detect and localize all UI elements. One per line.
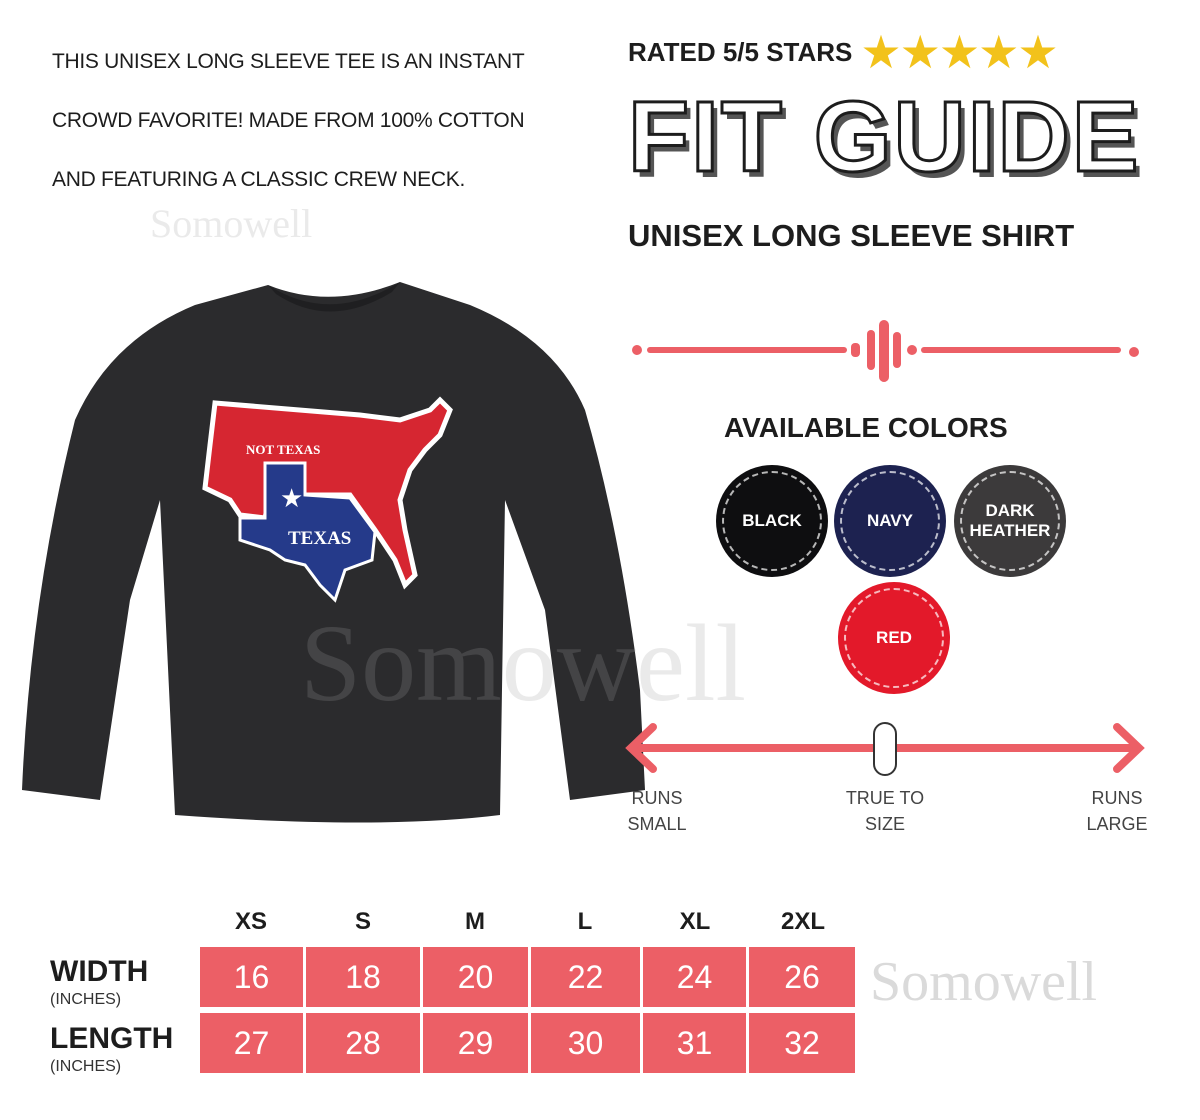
print-label-texas: TEXAS xyxy=(288,528,352,549)
table-cell: 24 xyxy=(643,947,746,1007)
color-name: RED xyxy=(876,628,912,647)
color-swatch-dark-heather[interactable]: DARK HEATHER xyxy=(954,465,1066,577)
subtitle: UNISEX LONG SLEEVE SHIRT xyxy=(628,218,1075,253)
rating: RATED 5/5 STARS ★★★★★ xyxy=(628,24,1059,80)
fit-scale-marker xyxy=(873,722,897,776)
table-cell: 18 xyxy=(306,947,420,1007)
size-header: L xyxy=(577,908,593,935)
colors-heading: AVAILABLE COLORS xyxy=(724,412,1008,443)
star-icon: ★★★★★ xyxy=(860,26,1058,78)
arrow-left-icon xyxy=(625,723,657,773)
color-name: DARK HEATHER xyxy=(969,501,1051,540)
size-header: S xyxy=(354,908,371,935)
row-label-length: LENGTH xyxy=(50,1022,174,1055)
row-unit: (INCHES) xyxy=(50,991,122,1008)
map-usa xyxy=(202,396,453,590)
table-cell: 29 xyxy=(423,1013,528,1073)
color-swatch-red[interactable]: RED xyxy=(838,582,950,694)
table-cell: 22 xyxy=(531,947,640,1007)
size-header: 2XL xyxy=(780,908,825,935)
table-cell: 30 xyxy=(531,1013,640,1073)
fit-label-small: RUNS SMALL xyxy=(627,788,687,834)
decorative-divider xyxy=(632,320,1139,382)
color-name: NAVY xyxy=(867,511,913,530)
row-unit: (INCHES) xyxy=(50,1058,122,1075)
watermark: Somowell xyxy=(300,602,747,724)
table-cell: 26 xyxy=(749,947,855,1007)
table-cell: 16 xyxy=(200,947,303,1007)
fit-label-true: TRUE TO SIZE xyxy=(845,788,925,834)
table-cell: 20 xyxy=(423,947,528,1007)
description-line: This unisex long sleeve tee is an instan… xyxy=(52,50,525,73)
print-label-not-texas: NOT TEXAS xyxy=(246,442,321,457)
page-title: FIT GUIDE xyxy=(626,81,1141,194)
star-icon: ★ xyxy=(280,483,303,513)
size-header: XL xyxy=(679,908,711,935)
color-name: BLACK xyxy=(742,511,802,530)
table-cell: 27 xyxy=(200,1013,303,1073)
description-line: and featuring a classic crew neck. xyxy=(52,168,465,191)
product-description: This unisex long sleeve tee is an instan… xyxy=(52,32,592,209)
watermark: Somowell xyxy=(870,951,1098,1013)
row-label-width: WIDTH xyxy=(50,955,149,988)
table-cell: 32 xyxy=(749,1013,855,1073)
fit-scale xyxy=(625,722,1145,776)
color-swatch-navy[interactable]: NAVY xyxy=(834,465,946,577)
arrow-right-icon xyxy=(1113,723,1145,773)
color-swatch-black[interactable]: BLACK xyxy=(716,465,828,577)
size-header: XS xyxy=(234,908,267,935)
fit-label-large: RUNS LARGE xyxy=(1086,788,1148,834)
table-cell: 28 xyxy=(306,1013,420,1073)
size-header: M xyxy=(465,908,485,935)
watermark: Somowell xyxy=(150,201,313,246)
description-line: crowd favorite! Made from 100% cotton xyxy=(52,109,525,132)
shirt-image: ★ xyxy=(22,282,645,823)
table-cell: 31 xyxy=(643,1013,746,1073)
map-texas xyxy=(238,461,377,603)
rating-text: RATED 5/5 STARS xyxy=(628,36,853,67)
